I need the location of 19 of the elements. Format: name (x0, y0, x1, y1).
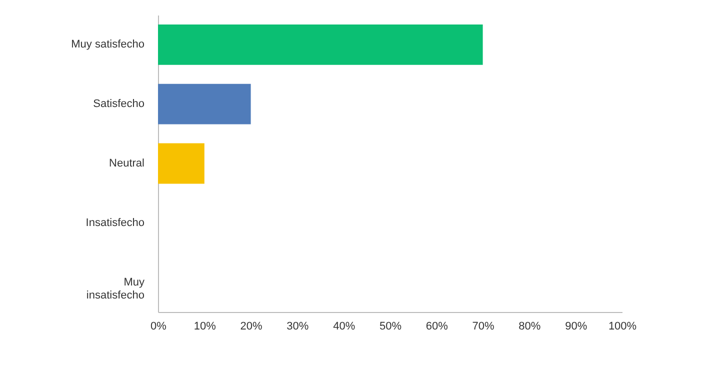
x-tick-label: 50% (379, 320, 402, 332)
x-tick-label: 10% (194, 320, 216, 332)
x-tick-label: 60% (426, 320, 448, 332)
bar (158, 24, 483, 65)
y-tick-label: Satisfecho (93, 98, 144, 110)
x-tick-label: 20% (240, 320, 263, 332)
x-tick-label: 30% (286, 320, 309, 332)
x-tick-label: 100% (608, 320, 637, 332)
y-tick-label: Neutral (109, 158, 144, 170)
x-tick-label: 80% (518, 320, 541, 332)
x-tick-label: 70% (472, 320, 495, 332)
x-tick-label: 0% (150, 320, 167, 332)
bar (158, 143, 204, 184)
y-tick-label: Muy insatisfecho (86, 276, 145, 302)
y-tick-label: Insatisfecho (86, 216, 144, 229)
bar (158, 84, 251, 124)
x-tick-label: 90% (565, 320, 588, 332)
y-tick-label: Muy satisfecho (71, 38, 144, 51)
x-tick-label: 40% (333, 320, 356, 332)
